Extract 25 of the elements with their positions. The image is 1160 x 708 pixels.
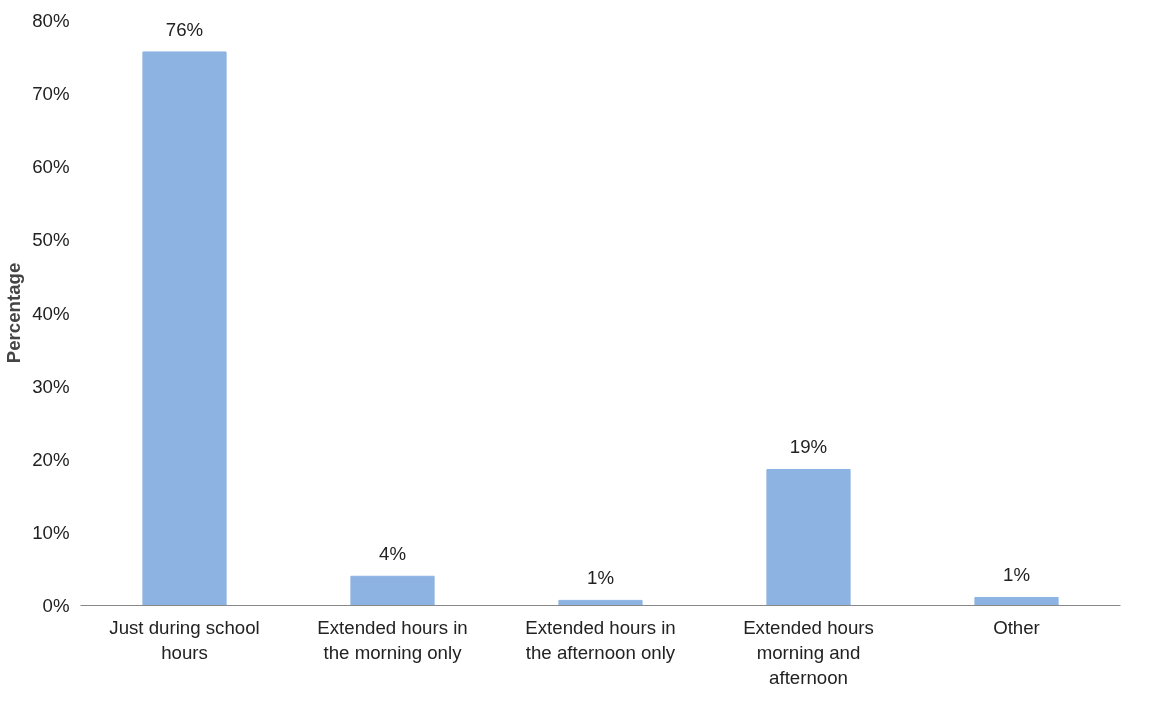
y-tick-label: 50% xyxy=(32,229,70,251)
y-axis-title: Percentage xyxy=(3,262,25,364)
y-tick-label: 30% xyxy=(32,375,70,397)
y-tick-label: 80% xyxy=(32,10,70,31)
x-tick-label: Just during school hours xyxy=(109,616,260,663)
x-tick-label: Extended hours in the morning only xyxy=(317,616,468,663)
data-label: 1% xyxy=(587,567,614,589)
bar xyxy=(142,51,227,606)
bar xyxy=(766,468,851,606)
data-label: 76% xyxy=(165,18,204,40)
data-label: 19% xyxy=(789,436,828,458)
y-tick-label: 10% xyxy=(32,521,70,543)
bar xyxy=(350,575,435,606)
data-label: 1% xyxy=(1003,564,1030,586)
y-tick-label: 40% xyxy=(32,302,70,324)
x-tick-label: Extended hours morning and afternoon xyxy=(743,616,874,688)
data-label: 4% xyxy=(379,543,406,565)
x-tick-label: Other xyxy=(993,616,1040,638)
y-tick-label: 60% xyxy=(32,156,70,178)
y-tick-label: 0% xyxy=(42,595,70,616)
y-tick-label: 20% xyxy=(32,448,70,470)
y-tick-label: 70% xyxy=(32,83,70,105)
x-tick-label: Extended hours in the afternoon only xyxy=(525,616,676,663)
bar xyxy=(558,599,643,606)
bar xyxy=(974,596,1059,606)
